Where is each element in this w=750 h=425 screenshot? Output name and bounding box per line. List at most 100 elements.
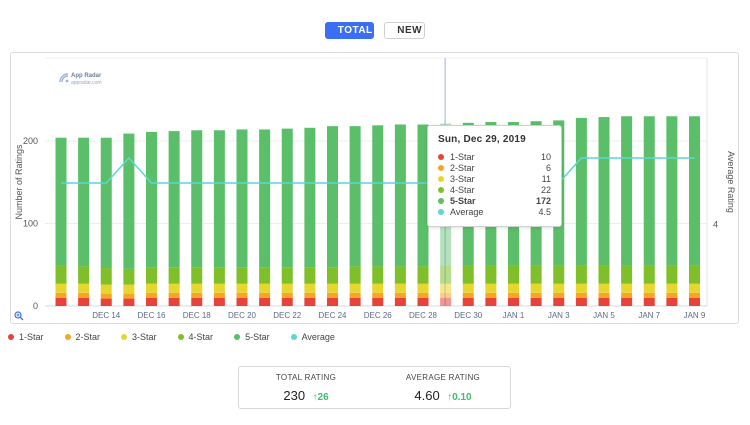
x-tick-label: DEC 28 (409, 311, 438, 320)
watermark-url: appradar.com (71, 80, 102, 86)
x-tick-label: JAN 1 (503, 311, 525, 320)
bar-4-star-segment (213, 267, 225, 284)
bar-1-star-segment (213, 297, 225, 306)
bar-4-star-segment (689, 265, 700, 284)
bar-3-star-segment (213, 283, 225, 293)
chart-legend: 1-Star 2-Star 3-Star 4-Star 5-Star Avera… (8, 332, 356, 342)
bar-2-star-segment (236, 292, 248, 298)
bar-1-star-segment (575, 297, 587, 306)
bar-4-star-segment (100, 268, 112, 285)
bar-3-star-segment (598, 283, 610, 293)
legend-item-5-star[interactable]: 5-Star (234, 332, 270, 342)
tooltip-label: Average (450, 206, 484, 217)
bar-2-star-segment (462, 292, 474, 298)
bar-2-star-segment (621, 292, 633, 298)
bar-5-star-segment (213, 130, 225, 268)
bar-2-star-segment (349, 292, 361, 298)
bar-4-star-segment (372, 266, 384, 284)
bar-2-star-segment (485, 292, 497, 298)
bar-3-star-segment (191, 283, 203, 293)
legend-item-4-star[interactable]: 4-Star (177, 332, 214, 342)
bar-5-star-segment (417, 124, 429, 267)
bar-3-star-segment (689, 283, 700, 293)
bar-1-star-segment (417, 297, 429, 306)
bar-4-star-segment (621, 265, 633, 284)
legend-item-3-star[interactable]: 3-Star (121, 332, 157, 342)
tooltip-label: 2-Star (450, 162, 475, 173)
bar-2-star-segment (440, 292, 452, 298)
total-rating-delta: ↑26 (313, 392, 329, 403)
bar-3-star-segment (55, 283, 67, 293)
total-tab-button[interactable]: TOTAL (324, 22, 374, 39)
x-tick-label: JAN 3 (548, 311, 570, 320)
legend-dot (177, 334, 184, 340)
bar-2-star-segment (372, 292, 384, 298)
bar-4-star-segment (666, 265, 678, 284)
chart-tooltip: Sun, Dec 29, 2019 1-Star 10 2-Star 6 3-S… (427, 125, 562, 227)
bar-1-star-segment (236, 297, 248, 306)
average-line (61, 156, 695, 184)
bar-4-star-segment (485, 265, 497, 284)
x-tick-label: DEC 30 (454, 311, 483, 320)
bar-1-star-segment (666, 297, 678, 306)
bar-4-star-segment (553, 265, 565, 284)
bar-1-star-segment (621, 297, 633, 306)
bar-1-star-segment (689, 297, 700, 306)
bar-1-star-segment (281, 297, 293, 306)
bar-3-star-segment (281, 283, 293, 293)
arrow-up-icon: ↑ (312, 392, 318, 403)
bar-2-star-segment (123, 293, 135, 299)
new-tab-button[interactable]: NEW (384, 22, 426, 39)
bar-2-star-segment (191, 292, 203, 298)
bar-1-star-segment (123, 298, 135, 306)
bar-3-star-segment (168, 283, 180, 293)
bar-1-star-segment (146, 297, 157, 306)
legend-label: Average (301, 332, 335, 342)
bar-4-star-segment (146, 267, 157, 284)
y-tick-label: 0 (33, 301, 38, 311)
legend-item-average[interactable]: Average (290, 332, 335, 342)
bar-5-star-segment (123, 133, 135, 269)
bar-2-star-segment (598, 292, 610, 298)
bar-2-star-segment (327, 292, 338, 298)
bar-4-star-segment (440, 265, 452, 284)
total-rating-delta-value: 26 (317, 392, 329, 403)
x-tick-label: DEC 14 (92, 311, 121, 320)
legend-label: 4-Star (188, 332, 214, 342)
bar-2-star-segment (146, 292, 157, 298)
legend-item-1-star[interactable]: 1-Star (8, 332, 44, 342)
x-tick-label: DEC 20 (228, 311, 257, 320)
bar-5-star-segment (281, 128, 293, 268)
zoom-icon[interactable] (14, 311, 24, 321)
bar-2-star-segment (55, 292, 67, 298)
bar-1-star-segment (327, 297, 338, 306)
bar-4-star-segment (394, 266, 406, 284)
bar-4-star-segment (462, 265, 474, 284)
bar-1-star-segment (440, 297, 452, 306)
bar-3-star-segment (530, 283, 542, 293)
average-rating-delta-value: 0.10 (452, 392, 472, 403)
tooltip-value: 10 (540, 151, 551, 162)
bar-2-star-segment (259, 292, 271, 298)
bar-3-star-segment (304, 283, 316, 293)
bar-2-star-segment (213, 292, 225, 298)
y2-axis-label: Average Rating (726, 151, 736, 213)
bar-1-star-segment (349, 297, 361, 306)
bar-3-star-segment (643, 283, 655, 293)
bar-4-star-segment (575, 265, 587, 284)
bar-3-star-segment (394, 283, 406, 293)
tooltip-row-5-star: 5-Star 172 (438, 195, 551, 206)
y-tick-label: 200 (23, 136, 38, 146)
bar-3-star-segment (508, 283, 519, 293)
x-tick-label: DEC 18 (183, 311, 212, 320)
legend-item-2-star[interactable]: 2-Star (64, 332, 100, 342)
average-rating-stat: AVERAGE RATING 4.60 ↑0.10 (378, 373, 508, 405)
bar-2-star-segment (304, 292, 316, 298)
tooltip-row-4-star: 4-Star 22 (438, 184, 551, 195)
x-tick-label: DEC 24 (318, 311, 347, 320)
bar-4-star-segment (417, 266, 429, 284)
bar-2-star-segment (417, 292, 429, 298)
bar-1-star-segment (643, 297, 655, 306)
legend-label: 5-Star (245, 332, 270, 342)
x-tick-label: JAN 9 (684, 311, 706, 320)
